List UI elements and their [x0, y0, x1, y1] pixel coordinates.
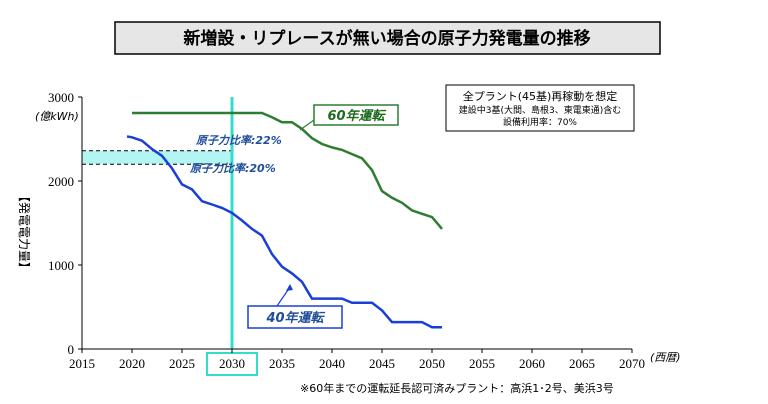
y-ticks: 0 1000 2000 3000 [48, 90, 82, 357]
series-line-60 [132, 111, 443, 230]
x-tick-label: 2035 [269, 356, 295, 371]
footnote: ※60年までの運転延長認可済みプラント：高浜1･2号、美浜3号 [300, 381, 614, 395]
x-tick-label: 2015 [69, 356, 95, 371]
x-tick-label: 2045 [369, 356, 395, 371]
x-tick-label: 2040 [319, 356, 345, 371]
ratio-20-label: 原子力比率:20% [189, 162, 276, 175]
info-line-1: 全プラント(45基)再稼動を想定 [463, 89, 618, 103]
chart-title: 新増設・リプレースが無い場合の原子力発電量の推移 [183, 28, 590, 49]
x-tick-label: 2055 [469, 356, 495, 371]
y-unit: (億kWh) [35, 110, 79, 123]
x-tick-label: 2025 [169, 356, 195, 371]
x-ticks: 2015 2020 2025 2030 2035 2040 2045 2050 2055 2060… [69, 349, 645, 371]
callout-40-box [247, 305, 343, 329]
ratio-22-label: 原子力比率:22% [195, 134, 282, 147]
info-box [445, 84, 635, 132]
callout-60-label: 60年運転 [327, 108, 386, 124]
title-box [114, 21, 661, 55]
info-line-2: 建設中3基(大間、島根3、東電東通)含む [459, 104, 621, 116]
y-axis-label: 【発電電力量】 [17, 190, 31, 274]
callout-40-label: 40年運転 [265, 310, 325, 326]
callout-60-arrow [299, 119, 315, 131]
x-tick-label: 2060 [519, 356, 545, 371]
y-tick-label: 0 [68, 342, 75, 357]
x-tick-label: 2020 [119, 356, 145, 371]
x-tick-label: 2030 [219, 356, 245, 371]
ratio-band [82, 150, 232, 165]
info-line-3: 設備利用率：70% [503, 116, 577, 128]
x-tick-label: 2050 [419, 356, 445, 371]
y-tick-label: 2000 [48, 174, 74, 189]
series-line-40 [126, 135, 442, 329]
x-tick-label: 2065 [569, 356, 595, 371]
x-tick-label: 2070 [619, 356, 645, 371]
callout-60-box [313, 104, 399, 126]
y-tick-label: 1000 [48, 258, 74, 273]
x-unit: (西暦) [650, 351, 681, 364]
callout-40-arrowhead [286, 284, 293, 291]
y-tick-label: 3000 [48, 90, 74, 105]
